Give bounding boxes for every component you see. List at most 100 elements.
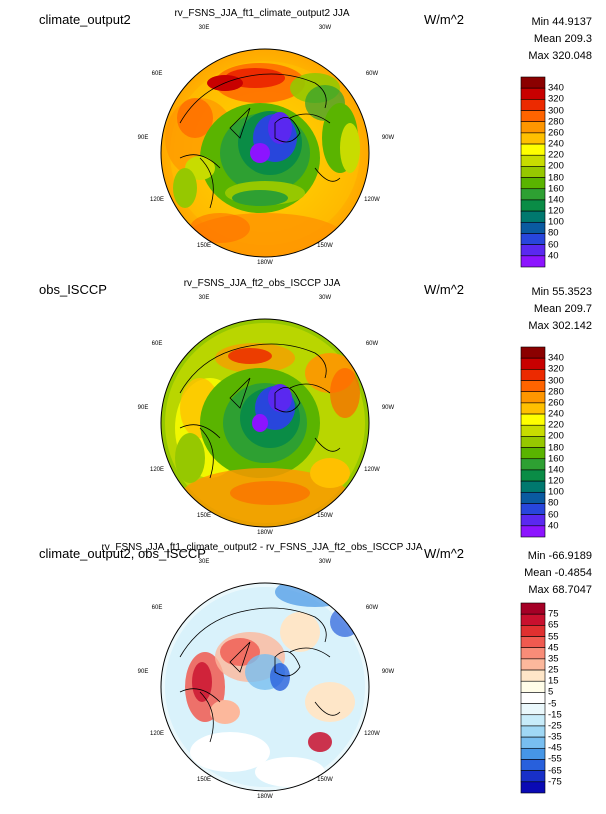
lon-label: 30W xyxy=(318,295,332,301)
lon-label: 120E xyxy=(149,731,165,737)
colorbar-box xyxy=(520,759,546,771)
colorbar-tick-label: 300 xyxy=(548,105,564,117)
colorbar-tick-label: -25 xyxy=(548,720,562,732)
stats-box: Min 55.3523 Mean 209.7 Max 302.142 xyxy=(492,284,592,335)
lon-label: 150W xyxy=(317,777,333,783)
stat-max: Max 320.048 xyxy=(528,50,592,62)
colorbar-box xyxy=(520,210,546,223)
colorbar-tick-label: 220 xyxy=(548,149,564,161)
colorbar-box xyxy=(520,781,546,794)
plot-title: rv_FSNS_JJA_ft1_climate_output2 - rv_FSN… xyxy=(101,542,423,553)
colorbar-box xyxy=(520,346,546,359)
colorbar-tick-label: 80 xyxy=(548,227,559,239)
stats-box: Min -66.9189 Mean -0.4854 Max 68.7047 xyxy=(492,548,592,599)
colorbar-box xyxy=(520,692,546,704)
colorbar-box xyxy=(520,391,546,404)
colorbar xyxy=(520,76,546,268)
colorbar-box xyxy=(520,357,546,370)
colorbar-tick-label: 200 xyxy=(548,430,564,442)
stat-min: Min 44.9137 xyxy=(531,16,592,28)
stat-mean: Mean -0.4854 xyxy=(524,567,592,579)
colorbar-tick-label: 40 xyxy=(548,250,559,262)
colorbar-tick-label: 65 xyxy=(548,619,559,631)
colorbar-tick-label: 160 xyxy=(548,183,564,195)
case-name: climate_output2, obs_ISCCP xyxy=(39,546,206,561)
colorbar-tick-label: -5 xyxy=(548,698,557,710)
colorbar-box xyxy=(520,625,546,637)
colorbar-tick-label: 25 xyxy=(548,664,559,676)
colorbar-tick-label: -45 xyxy=(548,742,562,754)
colorbar-box xyxy=(520,380,546,393)
stat-max: Max 68.7047 xyxy=(528,584,592,596)
lon-label: 120W xyxy=(364,197,380,203)
colorbar-tick-label: 260 xyxy=(548,397,564,409)
colorbar-box xyxy=(520,503,546,515)
colorbar-tick-label: 80 xyxy=(548,497,559,509)
lon-label: 120W xyxy=(364,467,380,473)
colorbar-box xyxy=(520,154,546,167)
colorbar-box xyxy=(520,177,546,190)
colorbar-tick-label: 200 xyxy=(548,160,564,172)
colorbar-box xyxy=(520,436,546,448)
lon-label: 60W xyxy=(365,71,379,77)
units-label: W/m^2 xyxy=(424,12,465,27)
colorbar xyxy=(520,346,546,538)
colorbar-box xyxy=(520,602,546,615)
units-label: W/m^2 xyxy=(424,546,465,561)
colorbar-box xyxy=(520,99,546,111)
lon-label: 60E xyxy=(151,341,163,347)
colorbar-tick-label: 340 xyxy=(548,352,564,364)
colorbar-tick-label: 320 xyxy=(548,363,564,375)
stat-max: Max 302.142 xyxy=(528,320,592,332)
stats-box: Min 44.9137 Mean 209.3 Max 320.048 xyxy=(492,14,592,65)
colorbar-tick-label: 340 xyxy=(548,82,564,94)
colorbar-tick-label: 260 xyxy=(548,127,564,139)
colorbar xyxy=(520,602,546,794)
stat-mean: Mean 209.7 xyxy=(533,303,592,315)
lon-label: 180W xyxy=(257,794,273,800)
lon-label: 150W xyxy=(317,513,333,519)
polar-map xyxy=(160,48,370,258)
colorbar-box xyxy=(520,613,546,626)
lon-label: 30E xyxy=(198,25,210,31)
stat-min: Min -66.9189 xyxy=(527,550,592,562)
lon-label: 90E xyxy=(137,135,149,141)
colorbar-tick-label: 320 xyxy=(548,93,564,105)
lon-label: 90E xyxy=(137,669,149,675)
case-name: obs_ISCCP xyxy=(39,282,107,297)
colorbar-tick-label: 160 xyxy=(548,453,564,465)
colorbar-box xyxy=(520,736,546,749)
colorbar-tick-label: 180 xyxy=(548,442,564,454)
lon-label: 120W xyxy=(364,731,380,737)
colorbar-box xyxy=(520,121,546,134)
colorbar-tick-label: -75 xyxy=(548,776,562,788)
lon-label: 180W xyxy=(257,530,273,536)
colorbar-box xyxy=(520,703,546,716)
colorbar-tick-label: 35 xyxy=(548,653,559,665)
lon-label: 60W xyxy=(365,341,379,347)
lon-label: 60W xyxy=(365,605,379,611)
colorbar-tick-label: 100 xyxy=(548,486,564,498)
colorbar-tick-label: 45 xyxy=(548,642,559,654)
lon-label: 30E xyxy=(198,559,210,565)
stat-mean: Mean 209.3 xyxy=(533,33,592,45)
plot-title: rv_FSNS_JJA_ft1_climate_output2 JJA xyxy=(174,8,350,19)
colorbar-tick-label: 5 xyxy=(548,686,554,698)
colorbar-box xyxy=(520,725,546,738)
colorbar-box xyxy=(520,525,546,538)
colorbar-tick-label: 60 xyxy=(548,239,559,251)
colorbar-tick-label: 55 xyxy=(548,631,559,643)
colorbar-tick-label: 180 xyxy=(548,172,564,184)
case-name: climate_output2 xyxy=(39,12,131,27)
colorbar-tick-label: 240 xyxy=(548,408,564,420)
colorbar-tick-label: 280 xyxy=(548,386,564,398)
polar-map xyxy=(160,582,370,792)
colorbar-box xyxy=(520,188,546,201)
map-panel-3: climate_output2, obs_ISCCP rv_FSNS_JJA_f… xyxy=(0,542,606,814)
colorbar-box xyxy=(520,491,546,504)
lon-label: 150W xyxy=(317,243,333,249)
colorbar-box xyxy=(520,132,546,145)
map-panel-1: climate_output2 rv_FSNS_JJA_ft1_climate_… xyxy=(0,8,606,280)
colorbar-box xyxy=(520,166,546,178)
colorbar-tick-label: 15 xyxy=(548,675,559,687)
